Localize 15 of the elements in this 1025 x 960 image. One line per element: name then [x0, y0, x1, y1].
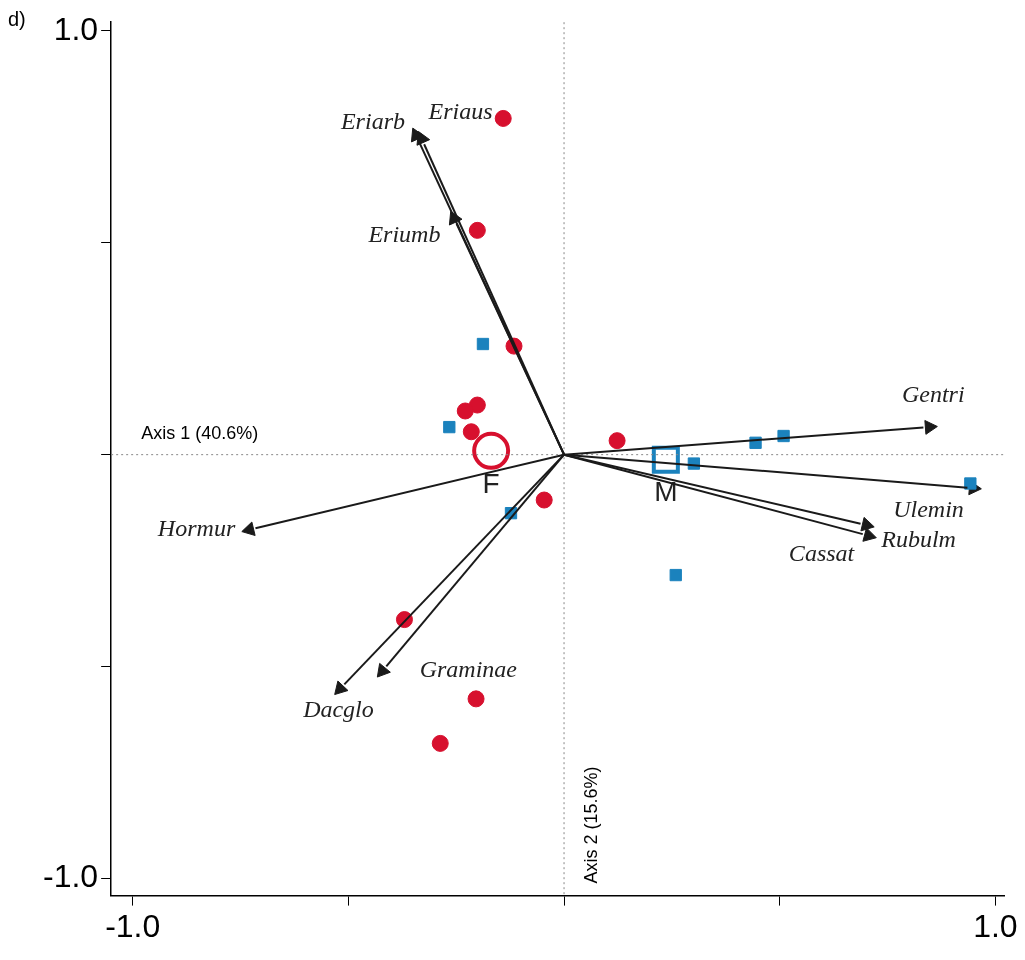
annotation: Eriumb — [367, 220, 441, 247]
annotation: Cassat — [788, 539, 856, 566]
annotation: Ulemin — [893, 495, 964, 522]
annotation: Graminae — [419, 656, 518, 683]
annotation: Eriarb — [339, 108, 405, 134]
series-label: M — [654, 476, 678, 508]
annotation: Hormur — [156, 515, 236, 542]
text: d) — [8, 7, 26, 30]
annotation: Dacglo — [302, 696, 374, 723]
annotation: Rubulm — [880, 526, 956, 553]
ref-line-label: Axis 1 (40.6%) — [141, 422, 259, 443]
series-label: F — [482, 467, 500, 499]
ref-line-label: Axis 2 (15.6%) — [581, 766, 602, 884]
annotation: Eriaus — [427, 97, 493, 124]
annotation: Gentri — [901, 380, 965, 407]
